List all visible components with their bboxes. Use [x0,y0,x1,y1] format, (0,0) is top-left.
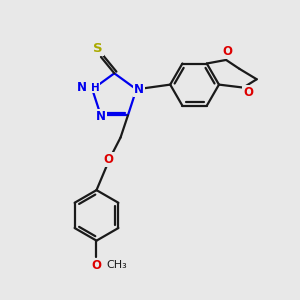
Text: N: N [134,83,144,96]
Text: O: O [92,259,101,272]
Text: H: H [91,83,100,93]
Text: N: N [96,110,106,123]
Text: O: O [223,45,232,58]
Text: N: N [77,81,87,94]
Text: O: O [103,153,114,166]
Text: CH₃: CH₃ [106,260,127,270]
Text: O: O [244,86,254,99]
Text: S: S [93,42,103,55]
